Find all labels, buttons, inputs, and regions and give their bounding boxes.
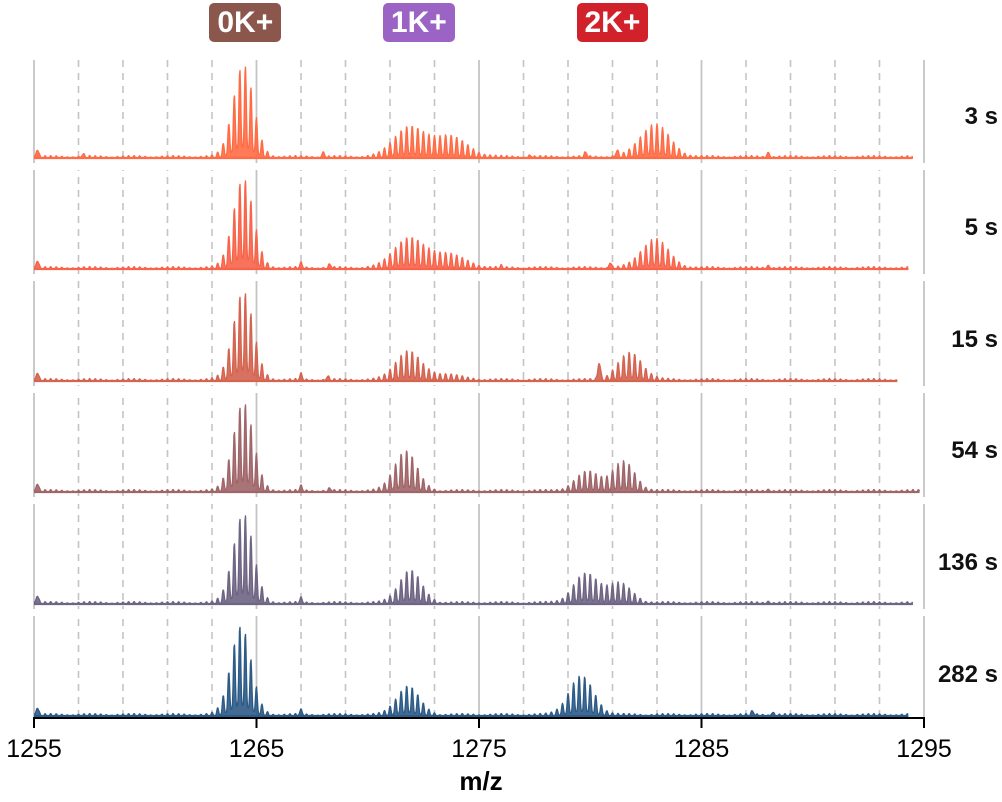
x-tick-label: 1255: [6, 735, 62, 763]
spectrum-line: [33, 66, 914, 159]
panel-separator: [28, 386, 930, 393]
spectrum-line: [33, 626, 909, 717]
panel-separator: [28, 497, 930, 504]
panel-separator: [28, 274, 930, 281]
spectrum-line: [33, 515, 914, 605]
spectrum-line: [33, 293, 898, 382]
spectrum-fill: [34, 181, 909, 269]
panel-separator: [28, 609, 930, 616]
peak-badge: 0K+: [209, 3, 282, 42]
x-tick-label: 1265: [229, 735, 285, 763]
time-label: 136 s: [938, 549, 998, 576]
x-axis: 1255 1265 1275 1285 1295: [6, 717, 952, 763]
time-labels: 3 s 5 s 15 s 54 s 136 s 282 s: [938, 103, 998, 688]
panel-separators: [28, 163, 930, 616]
x-tick-label: 1285: [674, 735, 730, 763]
spectrum-fill: [34, 67, 913, 158]
panel-separator: [28, 163, 930, 170]
time-label: 54 s: [951, 437, 998, 464]
time-label: 15 s: [951, 326, 998, 353]
x-axis-label: m/z: [459, 766, 502, 796]
spectrum-fill: [34, 516, 913, 604]
time-label: 3 s: [965, 103, 998, 130]
spectrum-traces: [33, 66, 921, 718]
x-tick-label: 1275: [451, 735, 507, 763]
spectrum-line: [33, 180, 909, 270]
spectrum-fill: [34, 627, 909, 716]
spectrum-fill: [34, 293, 898, 381]
time-label: 5 s: [965, 214, 998, 241]
x-tick-label: 1295: [896, 735, 952, 763]
peak-badge: 2K+: [576, 3, 649, 42]
peak-badge: 1K+: [382, 3, 455, 42]
time-label: 282 s: [938, 661, 998, 688]
